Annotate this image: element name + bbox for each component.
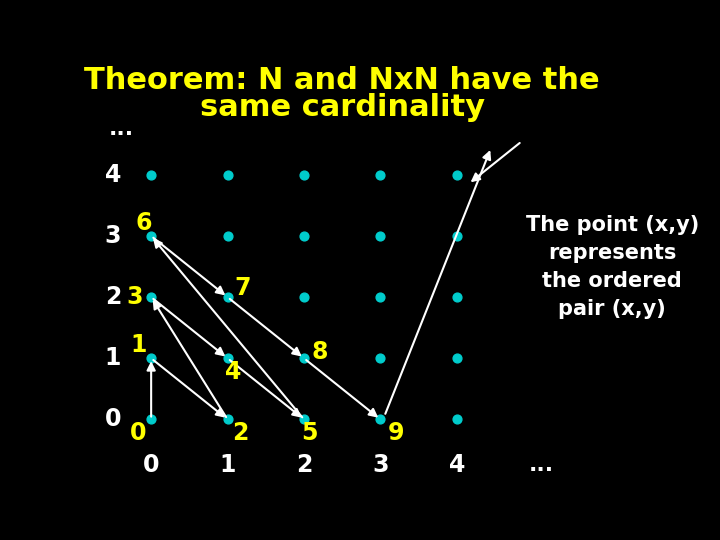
- Text: ...: ...: [528, 455, 554, 475]
- Point: [451, 232, 463, 240]
- Text: 4: 4: [449, 453, 465, 477]
- Point: [145, 293, 157, 301]
- Point: [222, 232, 233, 240]
- Text: 0: 0: [104, 408, 121, 431]
- Text: The point (x,y)
represents
the ordered
pair (x,y): The point (x,y) represents the ordered p…: [526, 214, 699, 319]
- Point: [451, 354, 463, 363]
- Point: [451, 415, 463, 424]
- Point: [374, 293, 386, 301]
- Text: 0: 0: [130, 421, 146, 445]
- Point: [451, 171, 463, 179]
- Point: [374, 171, 386, 179]
- Point: [145, 415, 157, 424]
- Point: [298, 293, 310, 301]
- Text: 5: 5: [301, 421, 318, 445]
- Point: [145, 232, 157, 240]
- Text: Theorem: N and NxN have the: Theorem: N and NxN have the: [84, 65, 600, 94]
- Text: 7: 7: [235, 276, 251, 300]
- Point: [145, 354, 157, 363]
- Text: 2: 2: [296, 453, 312, 477]
- Point: [374, 232, 386, 240]
- Text: 0: 0: [143, 453, 159, 477]
- Text: ...: ...: [109, 119, 134, 139]
- Point: [298, 354, 310, 363]
- Text: 8: 8: [311, 340, 328, 364]
- Point: [374, 415, 386, 424]
- Text: 1: 1: [220, 453, 235, 477]
- Text: 9: 9: [387, 421, 404, 445]
- Text: 1: 1: [130, 333, 146, 357]
- Point: [298, 232, 310, 240]
- Point: [222, 293, 233, 301]
- Text: 3: 3: [372, 453, 389, 477]
- Text: 1: 1: [104, 346, 121, 370]
- Point: [298, 171, 310, 179]
- Text: 3: 3: [104, 224, 121, 248]
- Text: 3: 3: [126, 285, 143, 309]
- Text: 4: 4: [104, 163, 121, 187]
- Text: 4: 4: [225, 360, 241, 384]
- Point: [145, 171, 157, 179]
- Point: [222, 415, 233, 424]
- Text: same cardinality: same cardinality: [199, 93, 485, 122]
- Point: [451, 293, 463, 301]
- Text: 6: 6: [135, 211, 152, 234]
- Point: [222, 171, 233, 179]
- Point: [374, 354, 386, 363]
- Point: [222, 354, 233, 363]
- Text: 2: 2: [233, 421, 249, 445]
- Point: [298, 415, 310, 424]
- Text: 2: 2: [104, 285, 121, 309]
